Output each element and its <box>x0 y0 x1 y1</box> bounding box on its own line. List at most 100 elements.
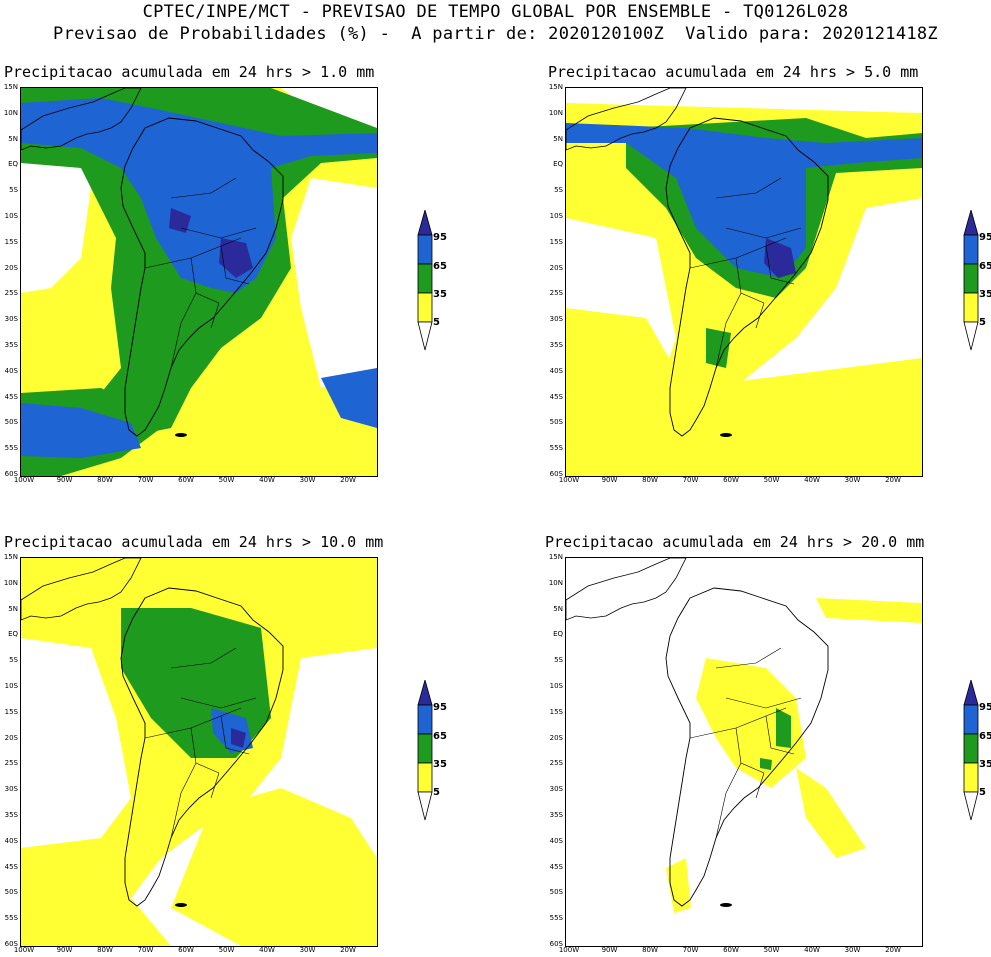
lat-tick-label: 5S <box>554 656 563 665</box>
prob-area-5 <box>566 308 922 476</box>
colorbar-label-35: 35 <box>979 289 991 300</box>
prob-area-65 <box>321 368 377 428</box>
prob-area-95 <box>169 208 191 233</box>
lon-tick-label: 40W <box>259 476 275 484</box>
colorbar-label-95: 95 <box>979 702 991 713</box>
lat-tick-label: 30S <box>4 315 18 324</box>
lat-tick-label: 15N <box>548 83 563 91</box>
lon-tick-label: 100W <box>558 476 580 484</box>
colorbar-swatch-65 <box>417 704 433 735</box>
lat-tick-label: 60S <box>4 940 18 948</box>
lat-tick-label: 15S <box>4 237 18 246</box>
lat-tick-label: 55S <box>4 914 18 923</box>
lat-tick-label: 25S <box>4 759 18 768</box>
lat-tick-label: 15N <box>3 83 18 91</box>
lat-tick-label: 5S <box>554 186 563 195</box>
map-panel-20mm <box>565 557 923 947</box>
colorbar-label-35: 35 <box>979 759 991 770</box>
colorbar-swatch-65 <box>417 234 433 265</box>
map-panel-1mm <box>20 87 378 477</box>
lon-tick-label: 40W <box>259 946 275 954</box>
prob-area-65 <box>21 403 141 458</box>
lat-tick-label: 15S <box>4 707 18 716</box>
lat-tick-label: 5N <box>553 134 563 143</box>
colorbar-cap-0 <box>417 791 433 821</box>
lat-tick-label: 60S <box>549 940 563 948</box>
colorbar-cap-95 <box>963 208 979 236</box>
colorbar-cap-95 <box>417 208 433 236</box>
colorbar-cap-95 <box>417 678 433 706</box>
colorbar-swatch-5 <box>963 292 979 323</box>
lat-tick-label: 40S <box>549 366 563 375</box>
falkland-islands <box>175 433 187 437</box>
lat-tick-label: 45S <box>549 862 563 871</box>
prob-area-5 <box>21 593 377 618</box>
lat-tick-label: 5N <box>8 604 18 613</box>
panel-title-1mm: Precipitacao acumulada em 24 hrs > 1.0 m… <box>4 63 375 81</box>
prob-area-35 <box>776 708 791 748</box>
colorbar-panel-1mm: 95 65 35 5 <box>417 208 477 355</box>
lat-tick-label: 5S <box>9 186 18 195</box>
colorbar-label-95: 95 <box>433 232 447 243</box>
lon-tick-label: 50W <box>763 946 780 954</box>
lat-tick-label: 5N <box>553 604 563 613</box>
lon-tick-label: 90W <box>601 476 618 484</box>
lat-tick-label: 10S <box>549 682 563 690</box>
lat-tick-label: 55S <box>549 914 563 923</box>
header-title-line1: CPTEC/INPE/MCT - PREVISAO DE TEMPO GLOBA… <box>142 2 849 22</box>
prob-area-95 <box>231 728 246 748</box>
lat-tick-label: 5S <box>9 656 18 665</box>
lat-tick-label: EQ <box>553 630 563 639</box>
colorbar-swatch-5 <box>417 762 433 793</box>
coastline-central-america <box>21 558 142 621</box>
lon-tick-label: 50W <box>218 476 235 484</box>
prob-area-5 <box>171 788 377 946</box>
lon-tick-label: 50W <box>763 476 780 484</box>
colorbar-label-35: 35 <box>433 759 447 770</box>
colorbar-label-5: 5 <box>979 787 986 798</box>
colorbar-swatch-35 <box>417 263 433 294</box>
lat-tick-label: 10S <box>549 212 563 220</box>
coastline-central-america <box>566 88 687 151</box>
prob-area-below-5 <box>291 178 377 388</box>
lon-tick-label: 60W <box>178 476 194 484</box>
prob-area-95 <box>764 238 796 278</box>
falkland-islands <box>720 433 732 437</box>
lat-tick-label: 25S <box>549 289 563 298</box>
lat-tick-label: 5N <box>8 134 18 143</box>
lat-tick-label: 50S <box>4 888 18 897</box>
prob-area-95 <box>219 238 253 278</box>
lat-tick-label: 45S <box>4 392 18 401</box>
lat-tick-label: 35S <box>549 341 563 349</box>
lat-tick-label: 10N <box>548 108 563 117</box>
lat-tick-label: 10N <box>3 108 18 117</box>
lat-tick-label: 50S <box>549 888 563 897</box>
lat-tick-label: 45S <box>549 392 563 401</box>
prob-area-65 <box>21 98 377 293</box>
lon-tick-label: 90W <box>56 946 73 954</box>
lat-tick-label: 10N <box>548 578 563 587</box>
coastline-south-america <box>120 117 284 437</box>
falkland-islands <box>175 903 187 907</box>
prob-area-35 <box>760 758 772 770</box>
colorbar-cap-0 <box>963 321 979 351</box>
colorbar-label-65: 65 <box>433 261 447 272</box>
colorbar-cap-95 <box>963 678 979 706</box>
lat-tick-label: 25S <box>4 289 18 298</box>
panel-title-20mm: Precipitacao acumulada em 24 hrs > 20.0 … <box>545 533 925 551</box>
prob-area-5 <box>796 768 866 858</box>
prob-area-below-5 <box>21 156 91 293</box>
colorbar-label-35: 35 <box>433 289 447 300</box>
colorbar-panel-20mm: 95 65 35 5 <box>963 678 991 825</box>
lon-tick-label: 80W <box>97 476 113 484</box>
lon-tick-label: 50W <box>218 946 235 954</box>
colorbar-swatch-5 <box>963 762 979 793</box>
map-panel-5mm <box>565 87 923 477</box>
lat-tick-label: 55S <box>549 444 563 453</box>
lat-tick-label: 40S <box>4 836 18 845</box>
colorbar-label-5: 5 <box>433 317 440 328</box>
colorbar-swatch-65 <box>963 234 979 265</box>
lon-tick-label: 20W <box>885 476 901 484</box>
lon-tick-label: 20W <box>340 476 356 484</box>
lon-tick-label: 40W <box>804 946 820 954</box>
